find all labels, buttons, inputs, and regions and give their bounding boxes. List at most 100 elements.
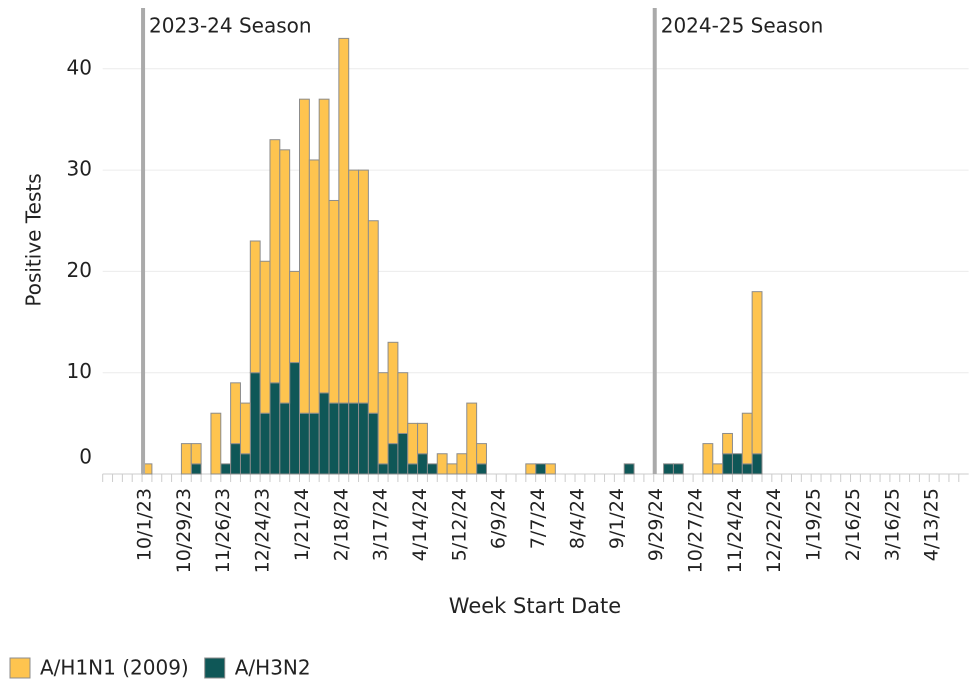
legend-label: A/H1N1 (2009) [40, 656, 189, 680]
bar-segment [338, 37, 350, 404]
bar-segment [377, 463, 389, 475]
x-tick-label: 3/16/25 [881, 488, 903, 561]
legend-label: A/H3N2 [235, 656, 311, 680]
bar-segment [338, 402, 350, 475]
bar-segment [476, 443, 487, 465]
bar-segment [279, 149, 291, 404]
bar-segment [407, 422, 419, 465]
x-tick-label: 11/26/23 [212, 488, 234, 573]
bar-segment [358, 402, 369, 475]
x-tick-label: 7/7/24 [527, 488, 549, 549]
x-tick-label: 12/22/24 [763, 488, 785, 573]
bar-segment [672, 463, 684, 475]
x-tick-label: 4/14/24 [409, 488, 431, 561]
bar-segment [387, 443, 399, 475]
bar-segment [397, 372, 409, 434]
bar-segment [545, 463, 556, 475]
bar-segment [249, 240, 261, 374]
bar-segment [318, 392, 330, 475]
bar-segment [358, 169, 369, 404]
bar-segment [741, 412, 753, 465]
x-tick-label: 1/21/24 [291, 488, 313, 561]
bar-segment [299, 412, 310, 475]
x-tick-label: 4/13/25 [921, 488, 943, 561]
bar-segment [436, 453, 448, 475]
bar-segment [269, 382, 281, 475]
bar-segment [249, 372, 261, 475]
bar-segment [712, 463, 724, 475]
bar-segment [702, 443, 714, 475]
bar-segment [239, 402, 251, 455]
bar-segment [426, 463, 438, 475]
bar-segment [318, 98, 330, 394]
bar-segment [220, 463, 232, 475]
legend-swatch [204, 657, 226, 679]
annotation: 2024-25 Season [661, 14, 824, 38]
bar-segment [348, 169, 360, 404]
x-tick-label: 6/9/24 [488, 488, 510, 549]
x-tick-label: 5/12/24 [448, 488, 470, 561]
legend-swatch [9, 657, 31, 679]
bar-segment [269, 139, 281, 384]
bar-segment [328, 199, 340, 404]
x-tick-label: 9/1/24 [606, 488, 628, 549]
bar-segment [299, 98, 310, 414]
bar-segment [387, 341, 399, 445]
bar-segment [751, 291, 763, 455]
bar-segment [407, 463, 419, 475]
x-tick-label: 10/27/24 [685, 488, 707, 573]
bar-segment [623, 463, 635, 475]
bar-segment [663, 463, 674, 475]
x-axis-label: Week Start Date [449, 594, 621, 618]
bar-segment [751, 453, 763, 475]
x-tick-label: 12/24/23 [252, 488, 274, 573]
y-axis-label: Positive Tests [22, 173, 46, 306]
x-tick-label: 11/24/24 [724, 488, 746, 573]
x-tick-label: 2/18/24 [330, 488, 352, 561]
bar-segment [456, 453, 468, 475]
bar-segment [476, 463, 487, 475]
bar-segment [239, 453, 251, 475]
bar-segment [289, 270, 301, 364]
bar-segment [525, 463, 537, 475]
x-tick-label: 10/29/23 [173, 488, 195, 573]
bar-segment [190, 443, 202, 465]
y-tick-label: 0 [79, 445, 92, 469]
bar-segment [397, 432, 409, 475]
bar-segment [230, 443, 241, 475]
bar-segment [190, 463, 202, 475]
bar-segment [722, 453, 733, 475]
bar-segment [417, 453, 428, 475]
bar-segment [348, 402, 360, 475]
bar-segment [259, 412, 271, 475]
bar-segment [466, 402, 478, 475]
y-tick-label: 40 [67, 55, 92, 79]
bar-segment [377, 372, 389, 465]
bar-segment [210, 412, 222, 475]
bar-segment [180, 443, 192, 475]
x-tick-label: 8/4/24 [566, 488, 588, 549]
bar-segment [722, 432, 733, 455]
x-tick-label: 3/17/24 [370, 488, 392, 561]
y-tick-label: 30 [67, 157, 92, 181]
bar-segment [328, 402, 340, 475]
bar-segment [259, 260, 271, 414]
bar-segment [230, 382, 241, 445]
bar-segment [741, 463, 753, 475]
annotation: 2023-24 Season [149, 14, 312, 38]
bar-segment [308, 159, 320, 414]
bar-segment [308, 412, 320, 475]
bar-segment [446, 463, 458, 475]
bar-segment [367, 220, 379, 414]
bar-segment [279, 402, 291, 475]
bar-segment [535, 463, 546, 475]
x-tick-label: 2/16/25 [842, 488, 864, 561]
x-tick-label: 10/1/23 [133, 488, 155, 561]
bar-segment [289, 362, 301, 475]
bar-segment [731, 453, 743, 475]
y-tick-label: 20 [67, 258, 92, 282]
y-tick-label: 10 [67, 359, 92, 383]
bar-segment [367, 412, 379, 475]
